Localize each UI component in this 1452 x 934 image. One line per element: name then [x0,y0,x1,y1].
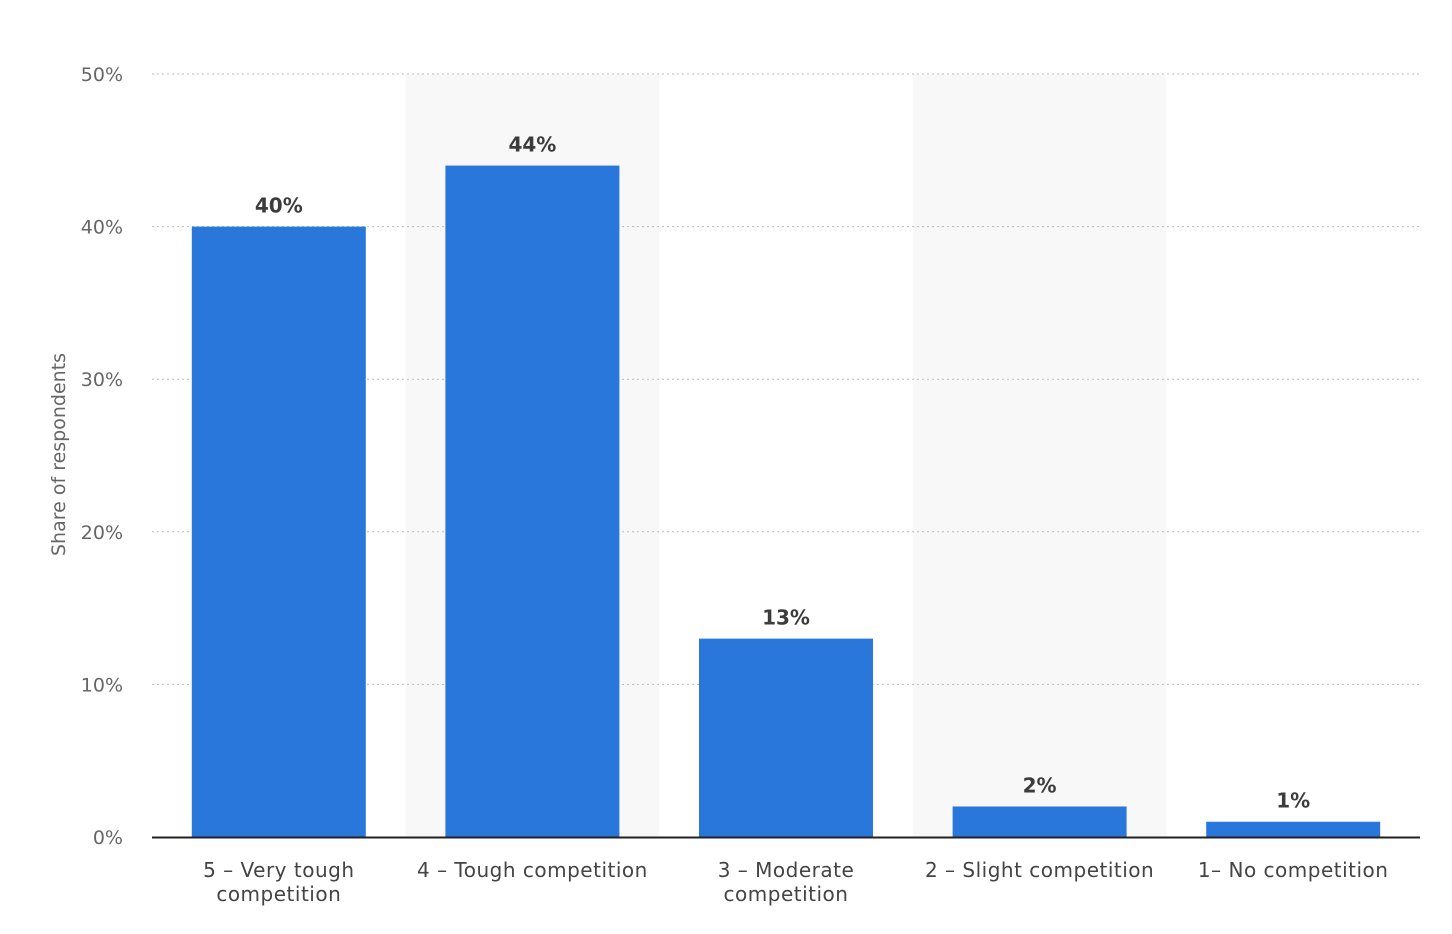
x-tick-label: 5 – Very tough competition [203,858,354,906]
x-tick-label: 4 – Tough competition [417,858,648,882]
bar[interactable] [1206,821,1381,837]
data-label: 2% [1023,773,1057,797]
category-band [912,74,1167,837]
bar[interactable] [699,638,873,837]
data-label: 44% [508,133,556,157]
bar[interactable] [191,226,366,838]
x-tick-label: 3 – Moderate competition [718,858,855,906]
data-label: 40% [255,194,303,218]
bar[interactable] [445,165,620,837]
x-axis-category-labels: 5 – Very tough competition 4 – Tough compe… [203,858,1388,906]
data-label: 1% [1276,789,1310,813]
x-tick-label: 2 – Slight competition [925,858,1154,882]
y-tick-label: 10% [81,674,123,696]
bar[interactable] [952,806,1127,837]
bars [191,165,1381,838]
data-labels: 40% 44% 13% 2% 1% [255,133,1310,813]
y-tick-label: 20% [81,522,123,544]
y-axis-title: Share of respondents [48,353,70,556]
x-tick-label: 1– No competition [1198,858,1389,882]
y-tick-label: 30% [81,369,123,391]
y-tick-label: 40% [81,217,123,239]
data-label: 13% [762,606,810,630]
y-axis-ticks: 0% 10% 20% 30% 40% 50% [81,64,123,849]
y-tick-label: 0% [93,827,123,849]
y-tick-label: 50% [81,64,123,86]
